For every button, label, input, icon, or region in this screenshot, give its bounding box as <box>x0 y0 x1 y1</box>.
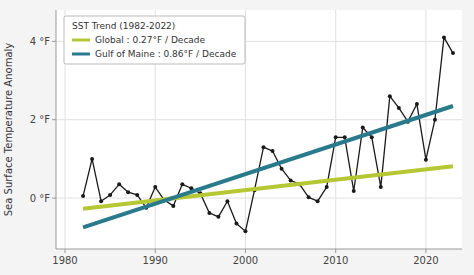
point <box>415 102 419 106</box>
point <box>379 185 383 189</box>
tick-label: 2000 <box>233 255 258 266</box>
point <box>243 229 247 233</box>
point <box>388 94 392 98</box>
point <box>361 126 365 130</box>
point <box>225 199 229 203</box>
plot-area <box>56 10 462 249</box>
point <box>397 106 401 110</box>
point <box>370 135 374 139</box>
tick-mark <box>52 119 56 120</box>
tick-label: 1990 <box>143 255 168 266</box>
chart: 0 °F 2 °F 4 °F 1980 1990 2000 2010 2020 Sea Surf… <box>0 0 474 275</box>
point <box>126 190 130 194</box>
point <box>171 204 175 208</box>
tick-label: 2020 <box>413 255 438 266</box>
point <box>108 193 112 197</box>
legend-title: SST Trend (1982-2022) <box>72 21 175 31</box>
y-axis <box>56 10 57 249</box>
point <box>234 222 238 226</box>
point <box>99 199 103 203</box>
point <box>433 118 437 122</box>
legend: SST Trend (1982-2022) Global : 0.27°F / D… <box>64 16 245 64</box>
point <box>117 182 121 186</box>
point <box>216 215 220 219</box>
tick-label: 4 °F <box>30 36 51 47</box>
point <box>153 185 157 189</box>
grid-line <box>56 119 462 120</box>
legend-box <box>64 16 245 64</box>
point <box>343 135 347 139</box>
point <box>424 158 428 162</box>
point <box>334 135 338 139</box>
point <box>135 193 139 197</box>
series-line <box>83 37 453 231</box>
point <box>90 157 94 161</box>
point <box>316 199 320 203</box>
tick-label: 0 °F <box>30 193 51 204</box>
data-layer <box>81 35 455 233</box>
grid-line <box>335 10 336 249</box>
legend-label: Global : 0.27°F / Decade <box>95 35 206 45</box>
point <box>289 178 293 182</box>
point <box>262 145 266 149</box>
point <box>271 149 275 153</box>
tick-mark <box>52 41 56 42</box>
point <box>81 194 85 198</box>
point <box>451 51 455 55</box>
point <box>352 189 356 193</box>
x-axis <box>56 249 462 250</box>
tick-mark <box>425 249 426 253</box>
legend-label: Gulf of Maine : 0.86°F / Decade <box>95 49 237 59</box>
legend-swatch <box>72 39 90 42</box>
axis-label: Sea Surface Temperature Anomaly <box>3 43 14 217</box>
point <box>207 211 211 215</box>
point <box>280 167 284 171</box>
tick-mark <box>155 249 156 253</box>
point <box>325 185 329 189</box>
trend-line <box>83 106 453 227</box>
tick-label: 2 °F <box>30 114 51 125</box>
tick-mark <box>335 249 336 253</box>
tick-label: 1980 <box>52 255 77 266</box>
grid-line <box>56 198 462 199</box>
legend-swatch <box>72 53 90 56</box>
trend-line <box>83 166 453 208</box>
tick-label: 2010 <box>323 255 348 266</box>
point <box>307 195 311 199</box>
point <box>180 182 184 186</box>
tick-mark <box>245 249 246 253</box>
tick-mark <box>65 249 66 253</box>
grid-line <box>425 10 426 249</box>
tick-mark <box>52 198 56 199</box>
point <box>442 35 446 39</box>
